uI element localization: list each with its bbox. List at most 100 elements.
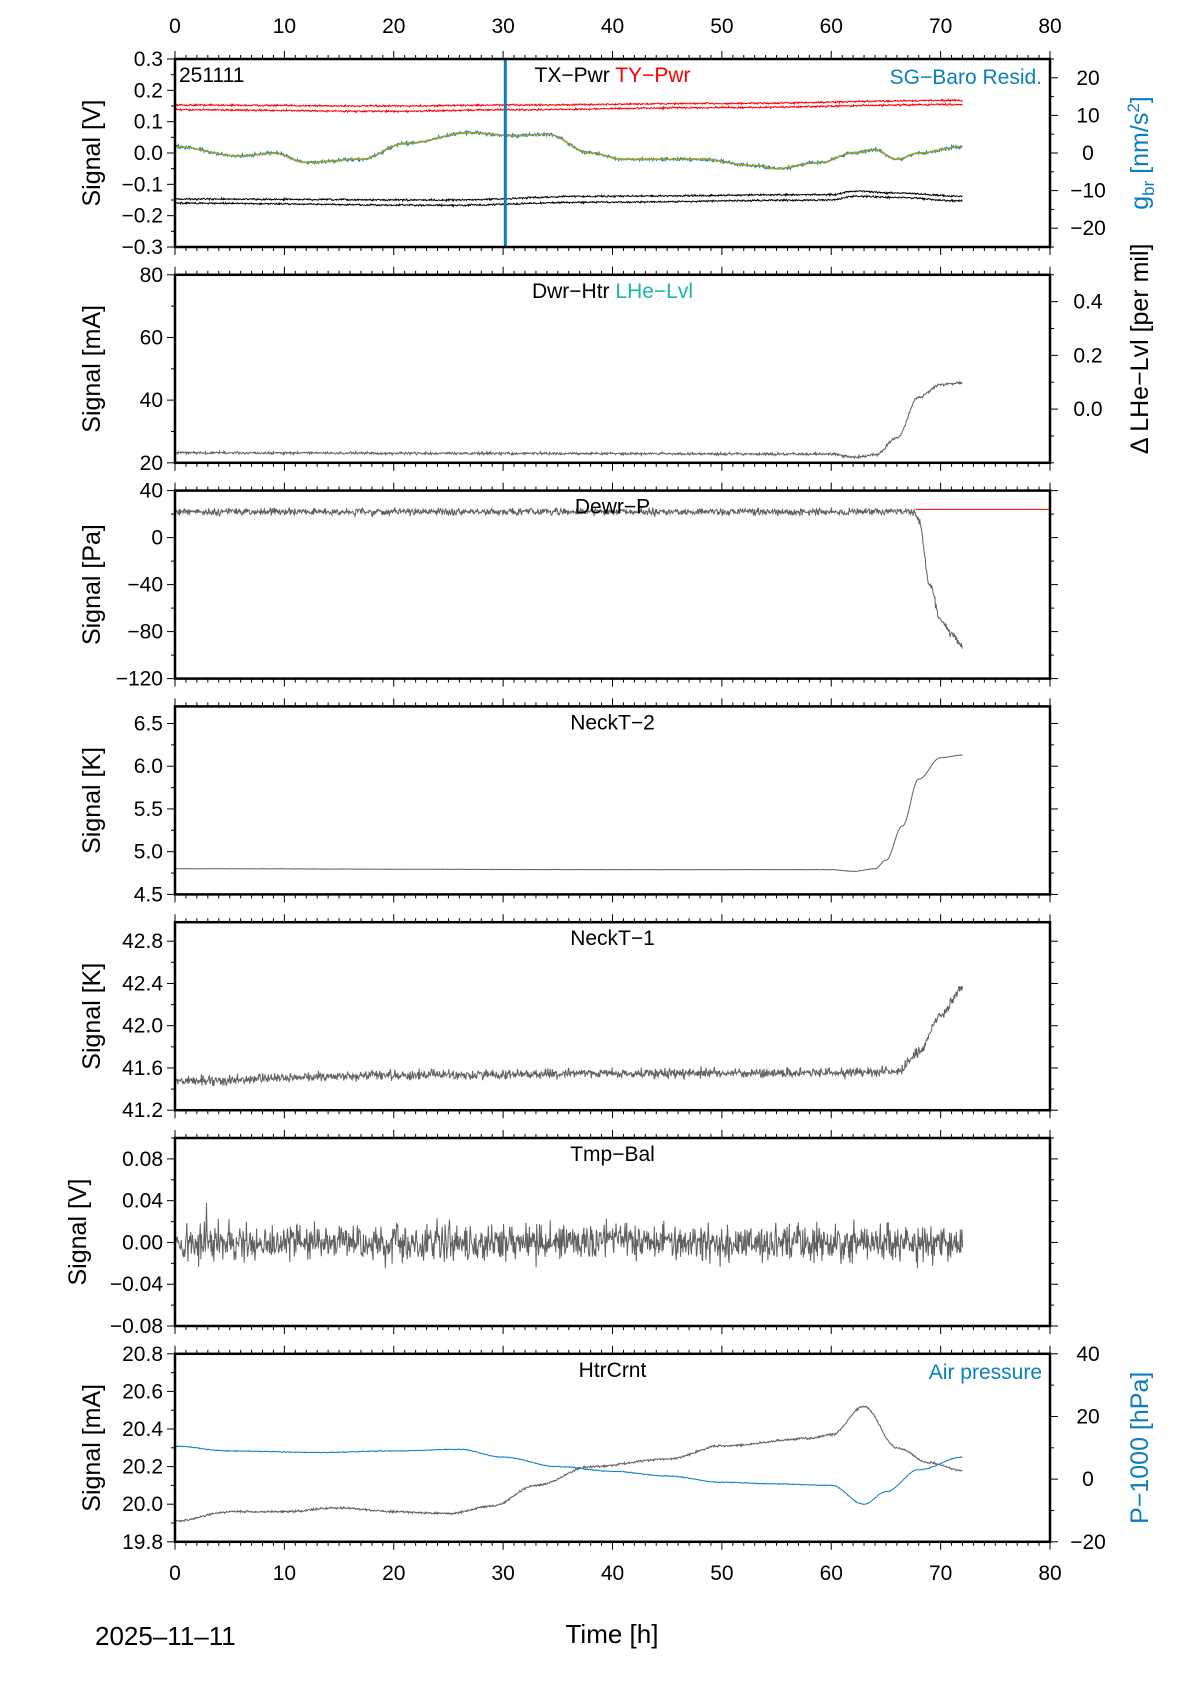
series-line-ty-pwr-lower [175, 102, 963, 114]
panel-title-part: Tmp−Bal [570, 1143, 655, 1166]
right-axis-label: Δ LHe−Lvl [per mil] [1126, 244, 1154, 455]
right-y-tick-label: 40 [1076, 1343, 1099, 1366]
y-tick-label: 60 [140, 326, 163, 349]
x-tick-label: 60 [820, 1562, 843, 1585]
y-tick-label: 4.5 [134, 883, 163, 906]
x-tick-label: 20 [382, 1562, 405, 1585]
panel-title-part: Dwr−Htr [532, 280, 610, 303]
x-axis-label: Time [h] [566, 1619, 659, 1649]
x-tick-label: 50 [710, 1562, 733, 1585]
y-tick-label: 0.00 [122, 1231, 163, 1254]
x-tick-label: 60 [820, 15, 843, 38]
right-y-tick-label: 20 [1076, 1405, 1099, 1428]
panel-right-title: Air pressure [929, 1361, 1042, 1384]
x-tick-label: 30 [491, 15, 514, 38]
panel-dwr-htr: 20 40 60 80 Signal [mA] 0.0 0.2 0.4 Δ LHe−Lvl [p… [78, 244, 1154, 475]
series-line-neckt-2 [175, 754, 963, 872]
y-tick-label: 20 [140, 452, 163, 475]
y-tick-label: 41.2 [122, 1099, 163, 1122]
panel-title: Dwr−Htr LHe−Lvl [532, 280, 693, 303]
label-part: ] [1126, 96, 1154, 103]
plot-area [175, 1202, 963, 1269]
plot-frame [173, 1352, 1052, 1544]
label-sub: br [1139, 180, 1158, 195]
right-axis-label: P−1000 [hPa] [1126, 1372, 1154, 1524]
y-tick-label: 20.8 [122, 1343, 163, 1366]
series-line-air-pressure [175, 1445, 963, 1505]
panel-title: NeckT−2 [570, 711, 655, 734]
y-tick-label: −0.08 [110, 1315, 163, 1338]
y-tick-label: 20.0 [122, 1493, 163, 1516]
panel-title: Dewr−P [575, 496, 650, 519]
label-part: [nm/s [1126, 113, 1154, 181]
series-line-sg-baro-resid- [175, 129, 963, 171]
x-tick-label: 0 [169, 15, 181, 38]
x-tick-label: 10 [273, 15, 296, 38]
y-tick-label: 40 [140, 389, 163, 412]
panel-title-part: HtrCrnt [579, 1359, 647, 1382]
y-tick-label: 42.8 [122, 930, 163, 953]
y-tick-label: −80 [127, 621, 163, 644]
panel-title: NeckT−1 [570, 927, 655, 950]
panel-title: Tmp−Bal [570, 1143, 655, 1166]
x-tick-label: 80 [1038, 15, 1061, 38]
y-tick-label: −40 [127, 574, 163, 597]
x-tick-label: 50 [710, 15, 733, 38]
right-y-tick-label: 0.2 [1073, 344, 1102, 367]
plot-area [175, 754, 963, 872]
plot-frame [173, 920, 1052, 1112]
y-tick-label: 42.4 [122, 972, 163, 995]
panel-title: HtrCrnt [579, 1359, 647, 1382]
y-tick-label: 0.0 [134, 142, 163, 165]
y-tick-label: 0.1 [134, 111, 163, 134]
y-tick-label: 5.5 [134, 798, 163, 821]
right-y-tick-label: −10 [1070, 180, 1106, 203]
y-tick-label: 0.3 [134, 48, 163, 71]
y-tick-label: 6.0 [134, 755, 163, 778]
y-tick-label: 19.8 [122, 1531, 163, 1554]
plot-frame [173, 705, 1052, 896]
y-axis-label: Signal [V] [78, 99, 106, 206]
series-line-neckt-1 [175, 985, 963, 1087]
y-tick-label: 0.04 [122, 1190, 163, 1213]
x-tick-label: 10 [273, 1562, 296, 1585]
right-y-tick-label: −20 [1070, 217, 1106, 240]
series-line-sg-baro-resid-smoothed [175, 131, 963, 170]
x-tick-label: 70 [929, 15, 952, 38]
date-label: 2025–11–11 [95, 1621, 236, 1651]
right-y-tick-label: −20 [1070, 1531, 1106, 1554]
plot-area [175, 1405, 963, 1523]
panel-title-part: Dewr−P [575, 496, 650, 519]
x-tick-label: 20 [382, 15, 405, 38]
series-line-dewr-p [175, 506, 963, 649]
y-tick-label: 5.0 [134, 841, 163, 864]
x-tick-label: 70 [929, 1562, 952, 1585]
y-tick-label: 6.5 [134, 712, 163, 735]
y-tick-label: −0.04 [110, 1273, 163, 1296]
y-tick-label: 20.4 [122, 1418, 163, 1441]
y-axis-label: Signal [mA] [78, 1384, 106, 1512]
panel-title-part: LHe−Lvl [610, 280, 693, 303]
y-tick-label: 0.08 [122, 1148, 163, 1171]
x-tick-label: 80 [1038, 1562, 1061, 1585]
x-tick-label: 30 [491, 1562, 514, 1585]
panel-title-part: NeckT−1 [570, 927, 655, 950]
plot-area [175, 380, 963, 460]
y-tick-label: −0.3 [122, 236, 163, 259]
plot-area [175, 506, 1050, 649]
right-y-tick-label: 10 [1076, 104, 1099, 127]
right-y-tick-label: 0 [1082, 142, 1094, 165]
x-tick-label: 0 [169, 1562, 181, 1585]
y-axis-label: Signal [K] [78, 747, 106, 854]
y-tick-label: 20.2 [122, 1456, 163, 1479]
y-tick-label: 0 [151, 527, 163, 550]
panel-tmp-bal: −0.08 −0.04 0.00 0.04 0.08 Signal [V] Tmp−Bal [64, 1130, 1058, 1338]
series-line-dwr-htr [175, 380, 963, 460]
series-line-tx-pwr-upper [175, 189, 963, 203]
panel-tx-ty-pwr: 0 10 20 30 40 50 60 70 80−0.3−0.2−0.10.00.10.20.… [78, 15, 1158, 259]
right-y-tick-label: 0.0 [1073, 398, 1102, 421]
panel-corner-label: 251111 [179, 64, 244, 87]
label-part: g [1126, 196, 1154, 210]
y-tick-label: −120 [116, 668, 163, 691]
y-tick-label: −0.1 [122, 173, 163, 196]
